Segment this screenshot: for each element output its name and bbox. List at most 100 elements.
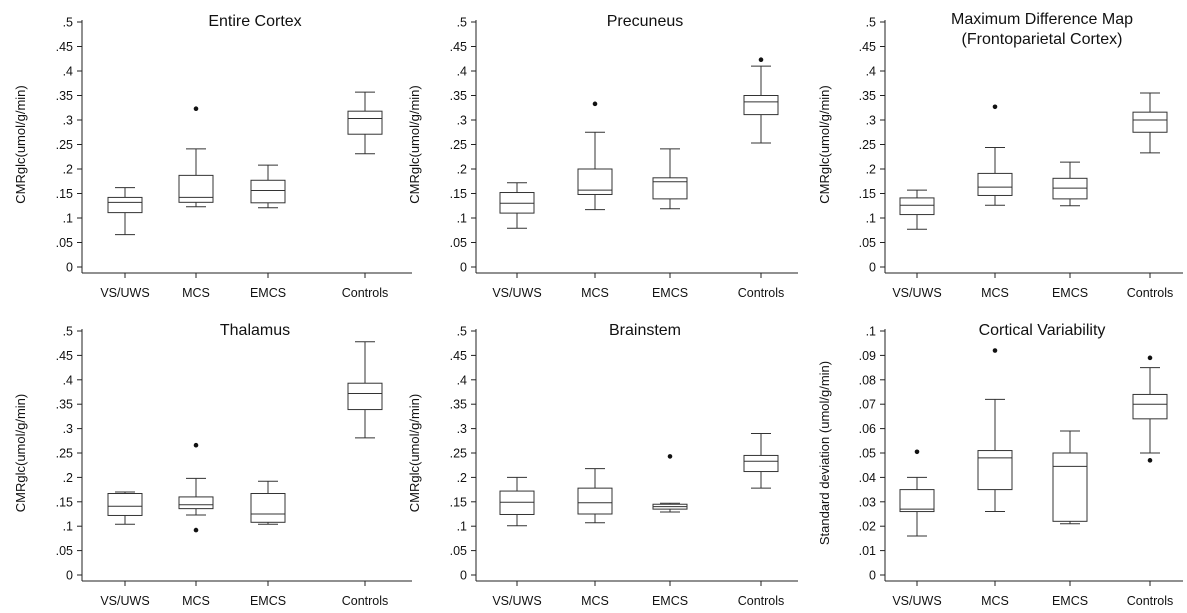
panel-4-x-tick-label: MCS: [182, 594, 210, 608]
panel-4-y-tick-label: .2: [63, 471, 73, 485]
panel-6-y-tick-label: .06: [859, 422, 876, 436]
panel-2-y-label: CMRglc(umol/g/min): [407, 85, 422, 203]
panel-1-outlier-point: [193, 106, 199, 112]
panel-4-x-tick-label: Controls: [342, 594, 389, 608]
panel-3-y-tick-label: .45: [859, 40, 876, 54]
panel-3-x-tick-label: EMCS: [1052, 286, 1088, 300]
panel-1-y-tick-label: .3: [63, 114, 73, 128]
panel-6-outlier-point: [1147, 355, 1153, 361]
panel-5-box: [577, 487, 613, 515]
panel-4-x-tick-label: EMCS: [250, 594, 286, 608]
panel-2-box: [577, 168, 613, 195]
panel-1-y-tick-label: .1: [63, 212, 73, 226]
panel-4-x-tick-label: VS/UWS: [100, 594, 149, 608]
panel-6-y-tick-label: .01: [859, 544, 876, 558]
panel-2-x-tick-label: MCS: [581, 286, 609, 300]
panel-6-y-tick-label: .03: [859, 495, 876, 509]
panel-6-x-tick-label: EMCS: [1052, 594, 1088, 608]
panel-1-y-tick-label: .2: [63, 163, 73, 177]
panel-2-x-tick-label: EMCS: [652, 286, 688, 300]
panel-6-box: [1052, 452, 1088, 522]
panel-6-outlier-point: [914, 449, 920, 455]
panel-5-y-tick-label: .05: [450, 544, 467, 558]
panel-3-x-tick-label: Controls: [1127, 286, 1174, 300]
panel-2-x-tick-label: VS/UWS: [492, 286, 541, 300]
panel-3-x-tick-label: VS/UWS: [892, 286, 941, 300]
panel-1-box: [347, 110, 383, 135]
panel-1-y-tick-label: .45: [56, 40, 73, 54]
panel-6-box: [1132, 393, 1168, 420]
panel-6-title-line-1: Cortical Variability: [979, 322, 1106, 339]
panel-2-box: [743, 95, 779, 116]
panel-5-x-tick-label: MCS: [581, 594, 609, 608]
panel-3-y-tick-label: .15: [859, 187, 876, 201]
panel-3-y-tick-label: .3: [866, 114, 876, 128]
panel-6-y-tick-label: 0: [869, 569, 876, 583]
panel-5-y-tick-label: .15: [450, 495, 467, 509]
panel-6-y-tick-label: .08: [859, 373, 876, 387]
panel-5-y-tick-label: .45: [450, 349, 467, 363]
panel-3-y-tick-label: 0: [869, 261, 876, 275]
panel-6-y-tick-label: .05: [859, 447, 876, 461]
panel-3-y-tick-label: .35: [859, 89, 876, 103]
panel-3-y-tick-label: .5: [866, 16, 876, 30]
panel-3-outlier-point: [992, 104, 998, 110]
panel-2-outlier-point: [592, 101, 598, 107]
panel-3-y-tick-label: .4: [866, 65, 876, 79]
panel-3-y-tick-label: .05: [859, 236, 876, 250]
panel-5-y-tick-label: .2: [457, 471, 467, 485]
panel-3-title-line-2: (Frontoparietal Cortex): [962, 31, 1123, 48]
panel-1-y-tick-label: 0: [66, 261, 73, 275]
panel-5-x-tick-label: EMCS: [652, 594, 688, 608]
panel-6-outlier-point: [992, 348, 998, 353]
panel-6-x-tick-label: Controls: [1127, 594, 1174, 608]
panel-1-box: [178, 174, 214, 203]
panel-4-box: [107, 493, 143, 516]
panel-3-x-tick-label: MCS: [981, 286, 1009, 300]
panel-5-x-tick-label: VS/UWS: [492, 594, 541, 608]
panel-1-x-tick-label: Controls: [342, 286, 389, 300]
panel-4-box: [178, 496, 214, 510]
panel-6-x-tick-label: VS/UWS: [892, 594, 941, 608]
panel-2-y-tick-label: .4: [457, 65, 467, 79]
panel-2-y-tick-label: .1: [457, 212, 467, 226]
panel-3-y-label: CMRglc(umol/g/min): [817, 85, 832, 203]
panel-1-title-line-1: Entire Cortex: [208, 13, 301, 30]
panel-6-y-tick-label: .09: [859, 349, 876, 363]
panel-6-y-tick-label: .1: [866, 325, 876, 339]
panel-5-y-tick-label: .5: [457, 325, 467, 339]
panel-1-y-tick-label: .5: [63, 16, 73, 30]
panel-6-y-label: Standard deviation (umol/g/min): [817, 361, 832, 545]
panel-3-y-tick-label: .2: [866, 163, 876, 177]
panel-2-y-tick-label: .35: [450, 89, 467, 103]
panel-2-outlier-point: [758, 57, 764, 63]
panel-1-y-tick-label: .35: [56, 89, 73, 103]
panel-4-y-tick-label: .3: [63, 422, 73, 436]
panel-2-y-tick-label: .5: [457, 16, 467, 30]
panel-6-box: [977, 450, 1013, 491]
panel-4-y-tick-label: .1: [63, 520, 73, 534]
panel-4-y-tick-label: .25: [56, 447, 73, 461]
panel-4-y-tick-label: .15: [56, 495, 73, 509]
panel-4-y-tick-label: .45: [56, 349, 73, 363]
panel-3-box: [977, 172, 1013, 196]
panel-2-y-tick-label: .15: [450, 187, 467, 201]
panel-2-y-tick-label: .25: [450, 138, 467, 152]
panel-6-y-tick-label: .04: [859, 471, 876, 485]
panel-2-y-tick-label: .2: [457, 163, 467, 177]
panel-2-y-tick-label: .3: [457, 114, 467, 128]
panel-6-x-tick-label: MCS: [981, 594, 1009, 608]
panel-2-y-tick-label: .05: [450, 236, 467, 250]
panel-5-y-tick-label: .35: [450, 398, 467, 412]
panel-1-y-tick-label: .15: [56, 187, 73, 201]
panel-4-y-tick-label: .05: [56, 544, 73, 558]
panel-4-y-label: CMRglc(umol/g/min): [13, 394, 28, 512]
panel-1-y-label: CMRglc(umol/g/min): [13, 85, 28, 203]
panel-5-y-tick-label: .1: [457, 520, 467, 534]
panel-5-y-tick-label: .25: [450, 447, 467, 461]
panel-1-x-tick-label: EMCS: [250, 286, 286, 300]
panel-5-y-tick-label: .3: [457, 422, 467, 436]
panel-5-y-label: CMRglc(umol/g/min): [407, 394, 422, 512]
panel-3-y-tick-label: .25: [859, 138, 876, 152]
